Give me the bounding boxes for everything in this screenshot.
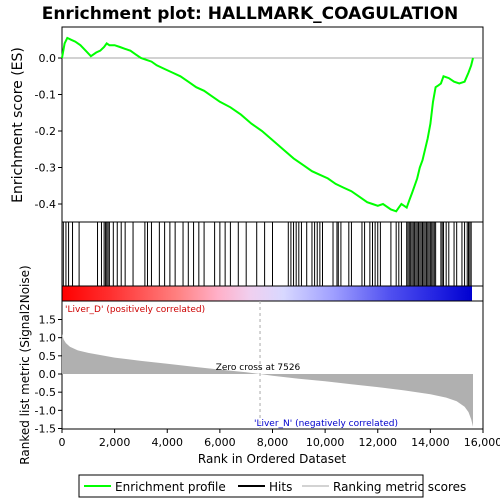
metric-y-tick-label: 0.0 (39, 368, 57, 381)
metric-y-tick-label: 1.5 (39, 314, 57, 327)
metric-y-tick-label: -1.5 (35, 423, 56, 436)
x-tick-label: 10,000 (306, 436, 345, 449)
x-tick-label: 8,000 (257, 436, 289, 449)
x-tick-label: 14,000 (411, 436, 450, 449)
metric-y-axis-label: Ranked list metric (Signal2Noise) (18, 265, 32, 464)
ranking-metric-area (62, 334, 473, 427)
metric-y-tick-label: 0.5 (39, 350, 57, 363)
legend: Enrichment profile Hits Ranking metric s… (78, 474, 466, 498)
ranking-color-bar (62, 286, 472, 301)
es-y-tick-label: 0.0 (39, 52, 57, 65)
es-y-tick-label: -0.3 (35, 162, 56, 175)
legend-enrichment-label: Enrichment profile (115, 480, 226, 494)
enrichment-profile-line (61, 36, 474, 213)
hit-marks (62, 222, 472, 286)
x-tick-label: 2,000 (99, 436, 131, 449)
es-y-axis-label: Enrichment score (ES) (10, 47, 26, 203)
metric-y-tick-label: -1.0 (35, 404, 56, 417)
metric-y-ticks: 1.5 1.0 0.5 0.0 -0.5 -1.0 -1.5 (35, 314, 62, 436)
x-tick-label: 16,000 (464, 436, 500, 449)
x-tick-label: 0 (59, 436, 66, 449)
negative-class-label: 'Liver_N' (negatively correlated) (254, 419, 398, 429)
chart-title: Enrichment plot: HALLMARK_COAGULATION (42, 4, 459, 24)
zero-cross-label: Zero cross at 7526 (216, 363, 301, 373)
legend-hits-label: Hits (269, 480, 292, 494)
x-tick-label: 12,000 (359, 436, 398, 449)
es-y-ticks: 0.0 -0.1 -0.2 -0.3 -0.4 (35, 52, 62, 211)
x-axis-label: Rank in Ordered Dataset (198, 452, 346, 466)
es-y-tick-label: -0.2 (35, 125, 56, 138)
positive-class-label: 'Liver_D' (positively correlated) (65, 305, 205, 315)
metric-y-tick-label: -0.5 (35, 386, 56, 399)
es-panel-frame (61, 26, 484, 223)
x-tick-label: 6,000 (204, 436, 236, 449)
x-tick-label: 4,000 (152, 436, 184, 449)
es-y-tick-label: -0.4 (35, 198, 56, 211)
metric-y-tick-label: 1.0 (39, 332, 57, 345)
legend-ranking-label: Ranking metric scores (333, 480, 466, 494)
x-axis-ticks: 0 2,000 4,000 6,000 8,000 10,000 12,000 14,000 1… (59, 429, 500, 449)
es-y-tick-label: -0.1 (35, 89, 56, 102)
